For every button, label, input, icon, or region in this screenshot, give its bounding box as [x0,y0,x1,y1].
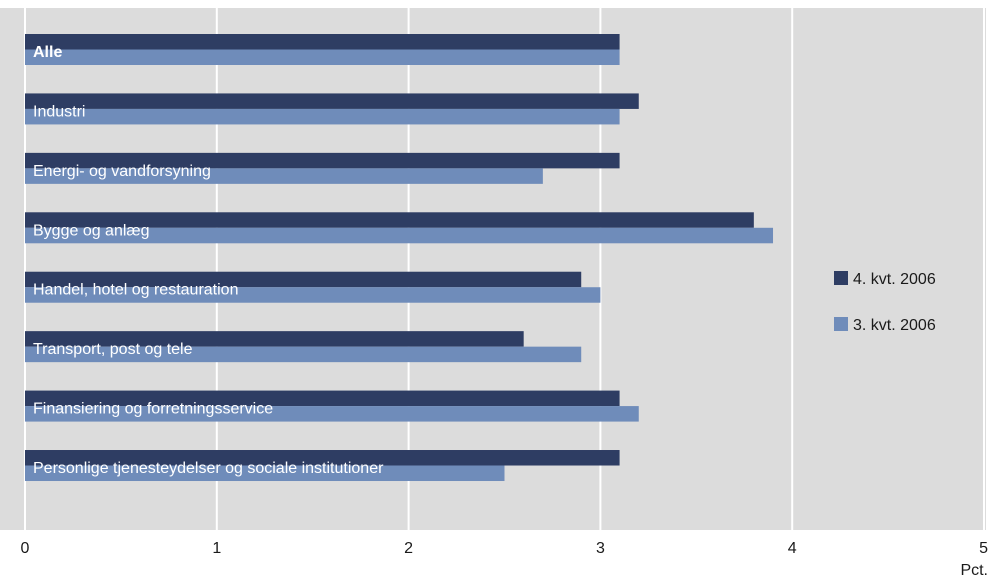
legend-swatch [834,271,848,285]
category-label: Energi- og vandforsyning [33,163,211,180]
bar-3-kvt-2006 [25,287,601,303]
bar-4-kvt-2006 [25,212,754,228]
bars [25,34,774,482]
category-label: Finansiering og forretningsservice [33,401,273,418]
bar-4-kvt-2006 [25,450,620,466]
bar-3-kvt-2006 [25,168,543,184]
bar-3-kvt-2006 [25,49,620,65]
category-label: Bygge og anlæg [33,222,150,239]
x-tick-label: 3 [596,540,605,557]
bar-3-kvt-2006 [25,465,505,482]
legend-label: 3. kvt. 2006 [853,317,936,334]
x-tick-labels: 0 1 2 3 4 5 [21,540,989,557]
bar-3-kvt-2006 [25,108,620,125]
bar-4-kvt-2006 [25,331,524,347]
x-tick-label: 4 [788,540,797,557]
bar-3-kvt-2006 [25,227,774,244]
bar-4-kvt-2006 [25,390,620,407]
legend-swatch [834,317,848,331]
legend: 4. kvt. 2006 3. kvt. 2006 [834,271,936,334]
x-tick-label: 0 [21,540,30,557]
bar-4-kvt-2006 [25,93,639,109]
bar-4-kvt-2006 [25,152,620,169]
x-tick-label: 1 [212,540,221,557]
category-label: Handel, hotel og restauration [33,282,238,299]
bar-4-kvt-2006 [25,34,620,50]
category-label: Alle [33,44,62,61]
x-tick-label: 5 [979,540,988,557]
category-labels: Alle Industri Energi- og vandforsyning Bygg… [33,44,384,477]
bar-3-kvt-2006 [25,346,582,363]
category-label: Personlige tjenesteydelser og sociale in… [33,460,384,477]
category-label: Transport, post og tele [33,341,193,358]
category-label: Industri [33,103,85,120]
legend-label: 4. kvt. 2006 [853,271,936,288]
bar-3-kvt-2006 [25,406,639,422]
x-axis-label: Pct. [960,562,988,579]
bar-4-kvt-2006 [25,271,582,288]
x-tick-label: 2 [404,540,413,557]
